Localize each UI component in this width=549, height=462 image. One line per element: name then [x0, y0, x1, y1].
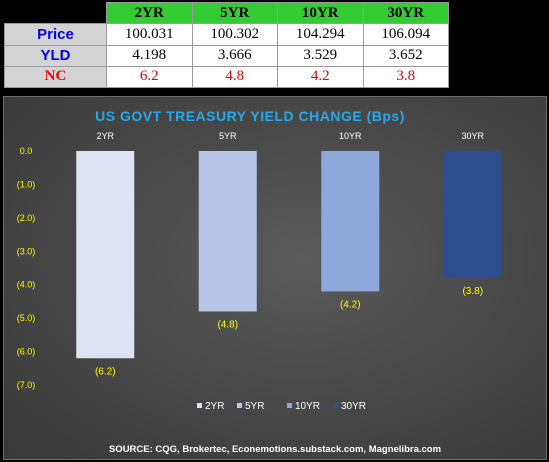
chart-title: US GOVT TREASURY YIELD CHANGE (Bps) — [95, 108, 405, 124]
y-tick-label: (6.0) — [17, 347, 36, 357]
legend-label: 2YR — [205, 401, 224, 412]
yld-2yr: 4.198 — [106, 44, 193, 67]
price-10yr: 104.294 — [277, 23, 364, 46]
bar-10yr — [321, 151, 380, 292]
yld-30yr: 3.652 — [362, 44, 449, 67]
bar-series — [76, 151, 502, 359]
table-row-nc: NC 6.2 4.8 4.2 3.8 — [4, 65, 449, 89]
yld-10yr: 3.529 — [277, 44, 364, 67]
category-labels: 2YR 5YR 10YR 30YR — [96, 131, 484, 141]
category-label: 30YR — [461, 131, 484, 141]
treasury-quote-table: 2YR 5YR 10YR 30YR Price 100.031 100.302 … — [4, 1, 449, 89]
bar-30yr — [443, 151, 502, 279]
chart-svg: US GOVT TREASURY YIELD CHANGE (Bps) 0.0 (… — [17, 108, 502, 455]
category-label: 2YR — [96, 131, 114, 141]
row-label-price: Price — [4, 23, 107, 46]
yld-5yr: 3.666 — [191, 44, 278, 67]
header-5yr: 5YR — [191, 1, 278, 25]
nc-2yr: 6.2 — [106, 65, 193, 89]
legend-label: 30YR — [341, 401, 366, 412]
yield-change-chart: US GOVT TREASURY YIELD CHANGE (Bps) 0.0 (… — [3, 96, 547, 460]
bar-5yr — [198, 151, 257, 312]
category-label: 5YR — [219, 131, 237, 141]
nc-10yr: 4.2 — [277, 65, 364, 89]
data-labels: (6.2) (4.8) (4.2) (3.8) — [95, 286, 483, 377]
bar-2yr — [76, 151, 135, 359]
y-tick-label: (5.0) — [17, 313, 36, 323]
y-tick-label: (2.0) — [17, 213, 36, 223]
legend: 2YR 5YR 10YR 30YR — [197, 401, 366, 412]
data-label: (4.8) — [217, 319, 238, 330]
price-2yr: 100.031 — [106, 23, 193, 46]
table-header-row: 2YR 5YR 10YR 30YR — [4, 1, 449, 25]
legend-swatch — [197, 403, 202, 408]
y-tick-label: (7.0) — [17, 380, 36, 390]
price-5yr: 100.302 — [191, 23, 278, 46]
header-10yr: 10YR — [277, 1, 364, 25]
legend-swatch — [287, 403, 292, 408]
y-tick-label: (4.0) — [17, 280, 36, 290]
table-corner-cell — [4, 1, 107, 25]
table-row-price: Price 100.031 100.302 104.294 106.094 — [4, 23, 449, 46]
legend-label: 5YR — [245, 401, 264, 412]
header-2yr: 2YR — [106, 1, 193, 25]
nc-5yr: 4.8 — [191, 65, 278, 89]
row-label-yld: YLD — [4, 44, 107, 67]
legend-swatch — [237, 403, 242, 408]
data-label: (6.2) — [95, 366, 116, 377]
price-30yr: 106.094 — [362, 23, 449, 46]
table-row-yld: YLD 4.198 3.666 3.529 3.652 — [4, 44, 449, 67]
y-tick-label: (3.0) — [17, 246, 36, 256]
source-note: SOURCE: CQG, Brokertec, Econemotions.sub… — [109, 444, 441, 455]
legend-label: 10YR — [295, 401, 320, 412]
legend-swatch — [333, 403, 338, 408]
data-label: (4.2) — [340, 299, 361, 310]
data-label: (3.8) — [462, 286, 483, 297]
y-tick-label: (1.0) — [17, 179, 36, 189]
y-tick-label: 0.0 — [20, 146, 33, 156]
y-axis: 0.0 (1.0) (2.0) (3.0) (4.0) (5.0) (6.0) (7.0) — [17, 146, 36, 390]
row-label-nc: NC — [4, 65, 107, 89]
nc-30yr: 3.8 — [362, 65, 449, 89]
category-label: 10YR — [339, 131, 362, 141]
header-30yr: 30YR — [362, 1, 449, 25]
